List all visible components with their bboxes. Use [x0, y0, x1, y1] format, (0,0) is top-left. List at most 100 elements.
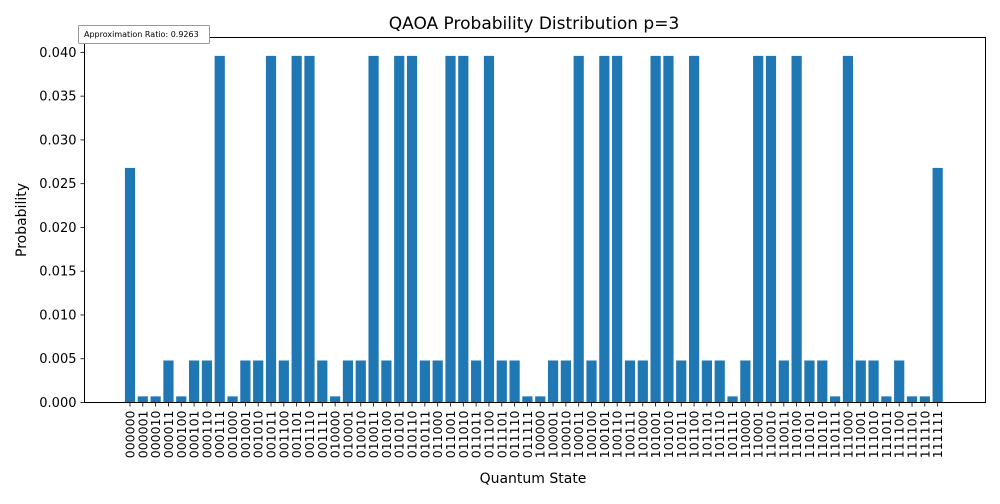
bar-100101 [599, 55, 610, 403]
x-tick-label: 111100 [892, 410, 907, 458]
x-tick-label: 100000 [533, 410, 548, 458]
bar-111010 [868, 360, 879, 403]
x-tick-label: 100011 [571, 411, 586, 459]
bar-101101 [701, 360, 712, 403]
x-tick-label: 001101 [289, 411, 304, 459]
bar-011111 [522, 396, 533, 403]
bar-101011 [676, 360, 687, 403]
bar-110111 [830, 396, 841, 403]
bar-100110 [612, 55, 623, 403]
x-tick-label: 000110 [199, 410, 214, 458]
x-axis-ticks: 0000000000010000100000110001000001010001… [123, 402, 945, 459]
x-tick-label: 011110 [507, 410, 522, 458]
bar-001010 [253, 360, 264, 403]
x-tick-label: 100111 [622, 411, 637, 459]
x-tick-label: 110111 [828, 411, 843, 459]
x-tick-label: 000001 [135, 411, 150, 459]
bar-010001 [342, 360, 354, 403]
bar-000110 [201, 360, 213, 403]
annotation-box [78, 25, 210, 44]
bar-100001 [547, 360, 559, 403]
x-tick-label: 000111 [212, 411, 227, 459]
x-tick-label: 110110 [815, 410, 830, 458]
bar-111101 [906, 396, 918, 403]
annotation-text: Approximation Ratio: 0.9263 [84, 30, 199, 39]
x-tick-label: 011011 [469, 411, 484, 459]
bar-001000 [227, 396, 238, 403]
bar-001101 [291, 55, 302, 403]
x-tick-label: 111111 [930, 411, 945, 459]
bar-111111 [932, 167, 943, 403]
x-tick-label: 101001 [648, 411, 663, 459]
bar-110010 [765, 55, 777, 403]
y-tick-label: 0.030 [39, 133, 76, 148]
x-axis-label: Quantum State [480, 471, 587, 487]
bar-101001 [650, 55, 661, 403]
bar-000111 [214, 55, 225, 403]
x-tick-label: 011000 [430, 410, 445, 458]
x-tick-label: 111001 [853, 411, 868, 459]
x-tick-label: 001001 [238, 411, 253, 459]
x-tick-label: 101000 [635, 410, 650, 458]
bar-001011 [265, 55, 277, 403]
x-tick-label: 101010 [661, 410, 676, 458]
y-tick-label: 0.020 [39, 221, 76, 236]
x-tick-label: 111011 [879, 411, 894, 459]
x-tick-label: 000000 [123, 410, 138, 458]
bar-011100 [483, 55, 495, 403]
x-tick-label: 110001 [751, 411, 766, 459]
bar-001111 [317, 360, 328, 403]
x-tick-label: 000100 [174, 410, 189, 458]
bar-001110 [304, 55, 315, 403]
bar-010000 [330, 396, 341, 403]
x-tick-label: 101110 [712, 410, 727, 458]
x-tick-label: 101100 [687, 410, 702, 458]
bar-110011 [778, 360, 789, 403]
x-tick-label: 110000 [738, 410, 753, 458]
plot-frame [84, 37, 986, 403]
x-tick-label: 010000 [328, 410, 343, 458]
x-tick-label: 000011 [161, 411, 176, 459]
x-tick-label: 110010 [764, 410, 779, 458]
bar-110110 [817, 360, 828, 403]
bar-111110 [919, 396, 930, 403]
x-tick-label: 100101 [597, 411, 612, 459]
x-tick-label: 001000 [225, 410, 240, 458]
x-tick-label: 110011 [776, 411, 791, 459]
x-tick-label: 101011 [674, 411, 689, 459]
x-tick-label: 001111 [315, 411, 330, 459]
bar-110000 [740, 360, 751, 403]
x-tick-label: 001100 [276, 410, 291, 458]
bar-110100 [791, 55, 802, 403]
bar-011010 [458, 55, 469, 403]
bar-010101 [394, 55, 405, 403]
x-tick-label: 011111 [520, 411, 535, 459]
bar-011011 [471, 360, 482, 403]
bar-010111 [419, 360, 430, 403]
x-tick-label: 010101 [392, 411, 407, 459]
bar-011101 [496, 360, 507, 403]
x-tick-label: 100001 [546, 411, 561, 459]
x-tick-label: 010001 [340, 411, 355, 459]
approximation-ratio-annotation: Approximation Ratio: 0.9263 [78, 25, 210, 44]
x-tick-label: 011010 [456, 410, 471, 458]
bar-101110 [714, 360, 725, 403]
x-tick-label: 011100 [481, 410, 496, 458]
x-tick-label: 011101 [494, 411, 509, 459]
x-tick-label: 001110 [302, 410, 317, 458]
x-tick-label: 111101 [905, 411, 920, 459]
bar-111001 [855, 360, 866, 403]
x-tick-label: 000010 [148, 410, 163, 458]
bar-010010 [355, 360, 366, 403]
bar-010100 [381, 360, 392, 403]
bar-101010 [663, 55, 674, 403]
chart-title: QAOA Probability Distribution p=3 [389, 14, 680, 34]
bar-010011 [368, 55, 379, 403]
bar-100010 [560, 360, 571, 403]
x-tick-label: 100010 [558, 410, 573, 458]
y-tick-label: 0.005 [39, 352, 76, 367]
bar-011000 [432, 360, 443, 403]
bar-110001 [753, 55, 764, 403]
bar-100000 [535, 396, 546, 403]
